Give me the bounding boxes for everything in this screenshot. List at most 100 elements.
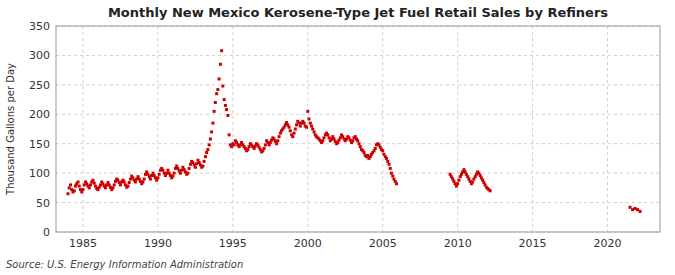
- point: [203, 160, 206, 163]
- x-grid-line: [532, 26, 533, 232]
- points: [66, 49, 641, 213]
- x-grid-line: [232, 26, 233, 232]
- point: [214, 101, 217, 104]
- point: [93, 182, 96, 185]
- point: [389, 167, 392, 170]
- point: [457, 179, 460, 182]
- point: [307, 117, 310, 120]
- point: [119, 183, 122, 186]
- x-tick-label: 2010: [444, 237, 472, 250]
- point: [228, 133, 231, 136]
- point: [219, 63, 222, 66]
- point: [78, 185, 81, 188]
- plot-frame: [56, 26, 660, 232]
- y-tick-label: 250: [29, 79, 50, 92]
- point: [456, 182, 459, 185]
- point: [88, 186, 91, 189]
- point: [386, 160, 389, 163]
- axes: 1985199019952000200520102015202005010015…: [29, 20, 660, 250]
- y-grid-line: [56, 202, 660, 203]
- point: [210, 130, 213, 133]
- point: [309, 122, 312, 125]
- point: [489, 189, 492, 192]
- point: [126, 185, 129, 188]
- point: [299, 125, 302, 128]
- point: [111, 186, 114, 189]
- title: Monthly New Mexico Kerosene-Type Jet Fue…: [108, 5, 608, 20]
- point: [294, 128, 297, 131]
- point: [173, 172, 176, 175]
- point: [395, 182, 398, 185]
- point: [388, 163, 391, 166]
- y-grid-line: [56, 143, 660, 144]
- point: [356, 139, 359, 142]
- x-grid-line: [457, 26, 458, 232]
- point: [313, 130, 316, 133]
- y-tick-label: 200: [29, 108, 50, 121]
- point: [305, 126, 308, 129]
- point: [128, 181, 131, 184]
- x-grid-line: [82, 26, 83, 232]
- point: [326, 133, 329, 136]
- y-tick-label: 50: [36, 197, 50, 210]
- point: [216, 88, 219, 91]
- point: [149, 178, 152, 181]
- point: [225, 108, 228, 111]
- x-tick-label: 2020: [594, 237, 622, 250]
- grid: [56, 26, 660, 232]
- point: [92, 179, 95, 182]
- point: [188, 167, 191, 170]
- point: [204, 155, 207, 158]
- point: [77, 180, 80, 183]
- point: [166, 169, 169, 172]
- point: [161, 169, 164, 172]
- point: [385, 157, 388, 160]
- y-grid-line: [56, 84, 660, 85]
- point: [209, 138, 212, 141]
- y-tick-label: 300: [29, 49, 50, 62]
- point: [226, 114, 229, 117]
- y-tick-label: 350: [29, 20, 50, 33]
- point: [218, 77, 221, 80]
- point: [293, 132, 296, 135]
- point: [275, 142, 278, 145]
- point: [303, 122, 306, 125]
- page: {"chart_data": { "type": "scatter", "tit…: [0, 0, 675, 275]
- point: [223, 98, 226, 101]
- y-tick-label: 100: [29, 167, 50, 180]
- source-note: Source: U.S. Energy Information Administ…: [6, 259, 243, 270]
- point: [213, 110, 216, 113]
- point: [221, 85, 224, 88]
- x-grid-line: [607, 26, 608, 232]
- point: [179, 172, 182, 175]
- point: [194, 166, 197, 169]
- point: [123, 180, 126, 183]
- y-tick-label: 150: [29, 138, 50, 151]
- point: [358, 142, 361, 145]
- point: [374, 147, 377, 150]
- point: [321, 139, 324, 142]
- point: [89, 183, 92, 186]
- point: [66, 192, 69, 195]
- chart: 1985199019952000200520102015202005010015…: [0, 0, 675, 275]
- point: [211, 122, 214, 125]
- point: [215, 92, 218, 95]
- point: [81, 188, 84, 191]
- x-tick-label: 2000: [294, 237, 322, 250]
- point: [156, 176, 159, 179]
- point: [206, 148, 209, 151]
- point: [141, 180, 144, 183]
- point: [351, 139, 354, 142]
- point: [158, 173, 161, 176]
- point: [362, 151, 365, 154]
- point: [306, 110, 309, 113]
- x-tick-label: 1990: [144, 237, 172, 250]
- point: [381, 149, 384, 152]
- point: [171, 175, 174, 178]
- x-tick-label: 2015: [519, 237, 547, 250]
- point: [69, 183, 72, 186]
- y-tick-label: 0: [43, 226, 50, 239]
- x-tick-label: 1985: [69, 237, 97, 250]
- point: [311, 128, 314, 131]
- y-axis-label: Thousand Gallons per Day: [5, 63, 16, 196]
